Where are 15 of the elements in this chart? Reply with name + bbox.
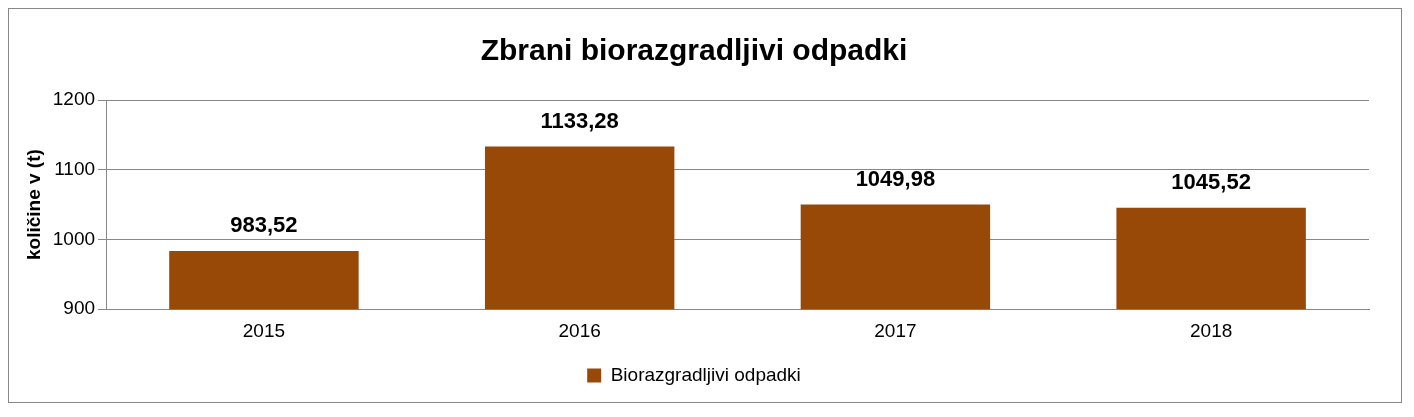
- data-label: 1133,28: [540, 107, 619, 133]
- y-tick-label: 900: [63, 297, 96, 319]
- legend-label: Biorazgradljivi odpadki: [610, 363, 801, 385]
- data-label: 1049,98: [855, 165, 936, 191]
- x-tick-label: 2017: [874, 319, 917, 341]
- chart-title: Zbrani biorazgradljivi odpadki: [480, 33, 908, 67]
- y-tick-label: 1000: [52, 227, 96, 249]
- x-tick-label: 2015: [242, 319, 286, 341]
- x-tick-label: 2016: [558, 319, 601, 341]
- x-tick-label: 2018: [1189, 319, 1233, 341]
- y-tick-label: 1100: [54, 157, 96, 179]
- y-axis-title: količine v (t): [22, 149, 44, 261]
- data-label: 1045,52: [1171, 168, 1251, 194]
- data-label: 983,52: [230, 212, 298, 238]
- y-tick-label: 1200: [52, 88, 96, 110]
